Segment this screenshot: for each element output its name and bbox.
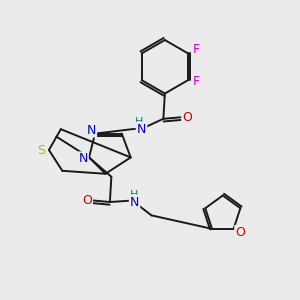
Text: O: O: [235, 226, 245, 239]
Text: O: O: [182, 111, 192, 124]
Text: H: H: [134, 117, 143, 128]
Text: H: H: [130, 190, 139, 200]
Text: F: F: [193, 75, 200, 88]
Text: O: O: [82, 194, 92, 207]
Text: F: F: [193, 43, 200, 56]
Text: N: N: [87, 124, 96, 136]
Text: N: N: [130, 196, 139, 208]
Text: N: N: [78, 152, 88, 165]
Text: N: N: [137, 123, 146, 136]
Text: S: S: [38, 143, 46, 157]
